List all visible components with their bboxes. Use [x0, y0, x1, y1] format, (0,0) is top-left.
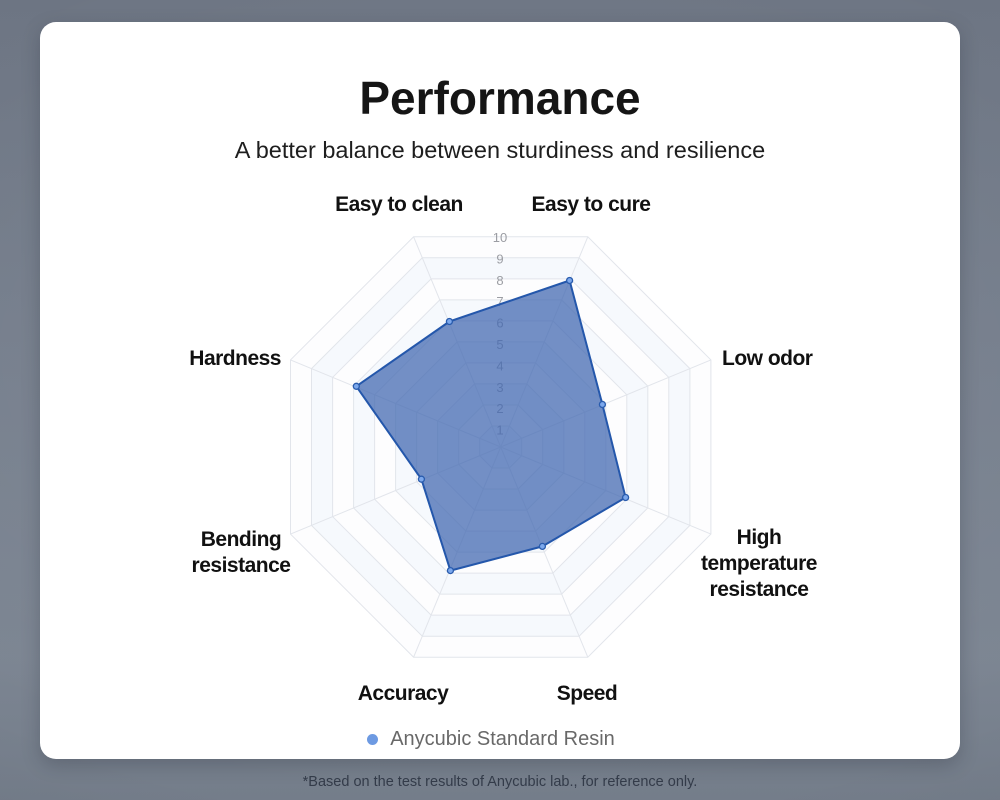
svg-text:10: 10 — [493, 230, 507, 245]
svg-text:9: 9 — [496, 251, 503, 266]
svg-text:8: 8 — [496, 273, 503, 288]
svg-text:7: 7 — [496, 294, 503, 309]
